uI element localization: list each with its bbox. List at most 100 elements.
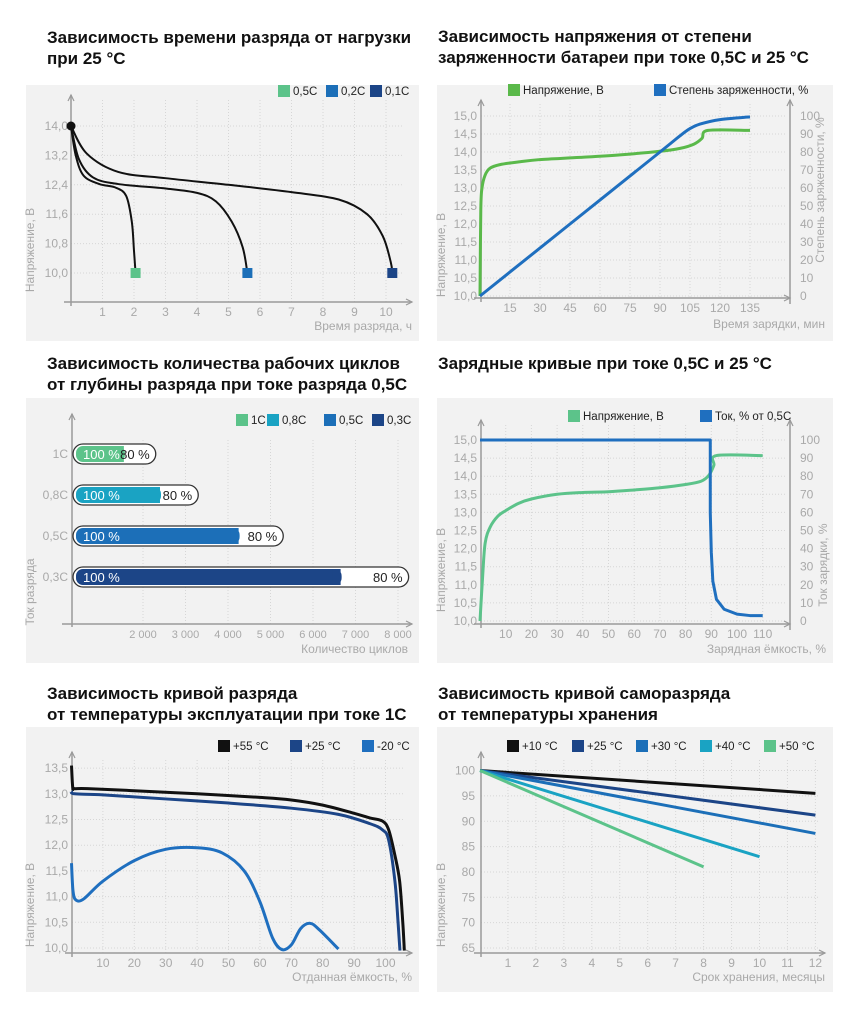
- y-tick-label: 14,0: [45, 119, 69, 133]
- x-tick-label: 5 000: [257, 629, 285, 641]
- bar-100-percent-end: [230, 528, 239, 544]
- x-axis-arrow: [405, 949, 414, 957]
- x-tick-label: 15: [503, 301, 517, 315]
- x-axis-title: Время зарядки, мин: [713, 317, 825, 331]
- y-tick-label: 70: [462, 916, 476, 930]
- x-tick-label: 2: [131, 305, 138, 319]
- y-tick-label: 100: [455, 764, 475, 778]
- y-tick-label: 1C: [53, 447, 69, 461]
- bar-100-percent-end: [332, 569, 341, 585]
- legend-swatch: [372, 414, 384, 426]
- bar-label-100: 100 %: [83, 570, 120, 585]
- y2-axis-title: Ток зарядки, %: [816, 523, 830, 606]
- y-axis-title: Напряжение, В: [434, 528, 448, 612]
- x-tick-label: 4 000: [214, 629, 242, 641]
- series-line: [479, 115, 751, 298]
- y-tick-label: 10,5: [454, 596, 478, 610]
- y2-tick-label: 70: [800, 487, 814, 501]
- x-tick-label: 70: [653, 627, 667, 641]
- legend-label: 0,8C: [282, 415, 306, 427]
- chart-title: Зависимость напряжения от степени заряже…: [438, 27, 809, 67]
- series-line: [478, 453, 763, 622]
- x-tick-label: 105: [680, 301, 700, 315]
- legend-swatch: [324, 414, 336, 426]
- legend-label: +50 °C: [779, 741, 815, 753]
- y-tick-label: 14,0: [454, 469, 478, 483]
- legend-label: 0,1C: [385, 86, 409, 98]
- y-tick-label: 11,0: [46, 890, 69, 904]
- y-tick-label: 11,5: [455, 560, 478, 574]
- y2-tick-label: 80: [800, 469, 814, 483]
- legend-swatch: [326, 85, 338, 97]
- y2-tick-label: 20: [800, 578, 814, 592]
- legend-label: Напряжение, В: [583, 411, 664, 423]
- y2-tick-label: 0: [800, 289, 807, 303]
- y2-tick-label: 50: [800, 524, 814, 538]
- x-tick-label: 30: [550, 627, 564, 641]
- x-axis-title: Количество циклов: [301, 642, 408, 656]
- x-tick-label: 90: [653, 301, 667, 315]
- x-axis-title: Зарядная ёмкость, %: [707, 642, 826, 656]
- y-tick-label: 85: [462, 840, 476, 854]
- series-line: [70, 125, 137, 274]
- y-tick-label: 12,0: [454, 542, 478, 556]
- x-axis-arrow: [405, 298, 414, 306]
- y-tick-label: 12,5: [454, 524, 478, 538]
- y-tick-label: 13,0: [45, 787, 69, 801]
- x-tick-label: 9: [351, 305, 358, 319]
- legend-label: +30 °C: [651, 741, 687, 753]
- series-end-marker: [242, 268, 253, 278]
- y-tick-label: 13,5: [454, 163, 478, 177]
- y-tick-label: 90: [462, 814, 476, 828]
- x-tick-label: 5: [616, 956, 623, 970]
- y-tick-label: 12,5: [454, 199, 478, 213]
- x-tick-label: 40: [576, 627, 590, 641]
- x-tick-label: 90: [705, 627, 719, 641]
- x-tick-label: 5: [225, 305, 232, 319]
- chart-panel-discharge-time: [26, 85, 419, 341]
- y-tick-label: 15,0: [454, 109, 478, 123]
- series-end-marker: [387, 268, 398, 278]
- x-tick-label: 3: [162, 305, 169, 319]
- x-tick-label: 100: [375, 956, 395, 970]
- legend-label: Ток, % от 0,5С: [715, 411, 791, 423]
- y-tick-label: 11,0: [455, 253, 478, 267]
- series-line: [69, 790, 402, 951]
- legend-label: Степень заряженности, %: [669, 85, 808, 97]
- y2-tick-label: 60: [800, 505, 814, 519]
- y-tick-label: 10,0: [454, 289, 478, 303]
- y2-tick-label: 30: [800, 235, 814, 249]
- x-tick-label: 135: [740, 301, 760, 315]
- legend-swatch: [278, 85, 290, 97]
- series-line: [479, 769, 816, 835]
- y-axis-arrow: [477, 750, 485, 759]
- series-line: [479, 769, 816, 817]
- y-tick-label: 13,2: [45, 148, 69, 162]
- legend-label: +25 °C: [305, 741, 341, 753]
- chart-title: Зависимость кривой саморазряда от темпер…: [438, 684, 731, 724]
- x-axis-title: Отданная ёмкость, %: [292, 970, 412, 984]
- x-tick-label: 100: [727, 627, 747, 641]
- bar-100-percent: [76, 487, 161, 503]
- x-tick-label: 60: [253, 956, 267, 970]
- legend-swatch: [764, 740, 776, 752]
- start-point-marker: [66, 121, 76, 131]
- legend-swatch: [370, 85, 382, 97]
- legend-swatch: [654, 84, 666, 96]
- legend-label: +40 °C: [715, 741, 751, 753]
- x-tick-label: 3 000: [172, 629, 200, 641]
- series-line: [70, 845, 340, 952]
- bar-label-80: 80 %: [248, 529, 278, 544]
- series-line: [478, 128, 751, 297]
- y-tick-label: 11,5: [455, 235, 478, 249]
- legend-label: 0,5C: [339, 415, 363, 427]
- x-tick-label: 9: [728, 956, 735, 970]
- y-tick-label: 10,5: [454, 271, 478, 285]
- y-tick-label: 11,0: [455, 578, 478, 592]
- x-tick-label: 2 000: [129, 629, 157, 641]
- x-tick-label: 8 000: [384, 629, 412, 641]
- x-tick-label: 80: [679, 627, 693, 641]
- x-tick-label: 8: [700, 956, 707, 970]
- legend-swatch: [267, 414, 279, 426]
